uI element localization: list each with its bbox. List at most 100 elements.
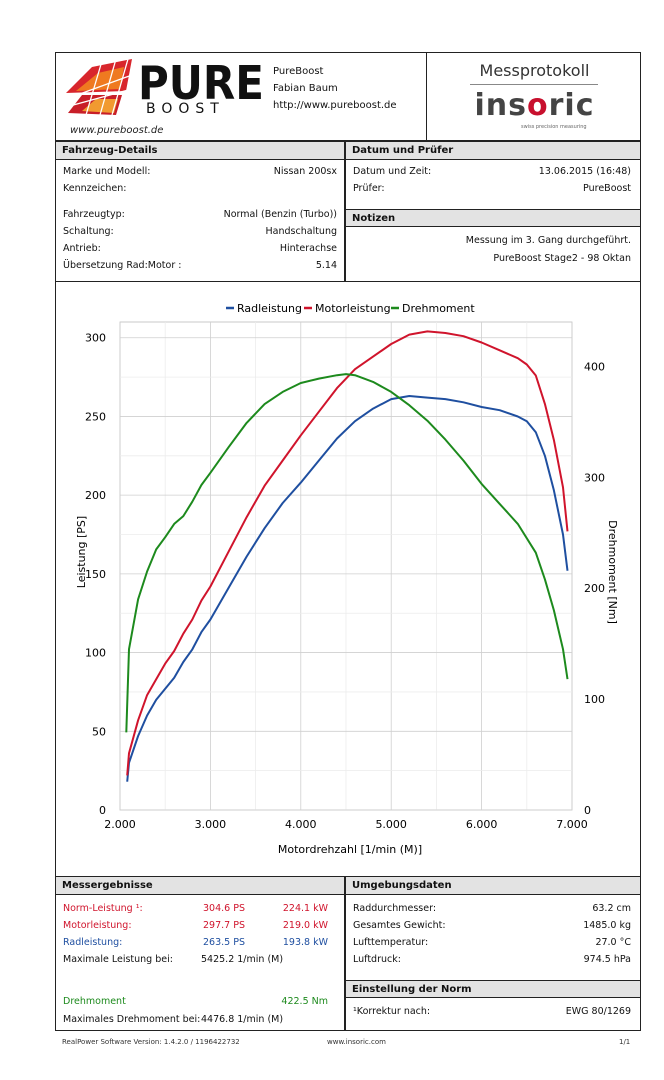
field-label: Lufttemperatur: [353, 937, 429, 948]
field-label: Luftdruck: [353, 954, 401, 965]
date-and-tester: Datum und Prüfer Datum und Zeit: 13.06.2… [345, 141, 641, 282]
y2-tick-label: 100 [584, 693, 605, 706]
environment-data: Umgebungsdaten Raddurchmesser: 63.2 cm G… [345, 876, 641, 1031]
title-rule [470, 84, 598, 85]
field-label: Prüfer: [353, 183, 385, 194]
vehicle-details: Fahrzeug-Details Marke und Modell: Nissa… [55, 141, 345, 282]
field-value: 5.14 [315, 260, 337, 271]
y2-tick-label: 200 [584, 582, 605, 595]
field-label: Gesamtes Gewicht: [353, 920, 446, 931]
footer-software-version: RealPower Software Version: 1.4.2.0 / 11… [62, 1038, 240, 1046]
y-tick-label: 0 [99, 804, 106, 817]
field-label: Fahrzeugtyp: [63, 209, 125, 220]
footer-page-number: 1/1 [619, 1038, 631, 1046]
result-label: Maximales Drehmoment bei: [63, 1014, 201, 1025]
field-label: Raddurchmesser: [353, 903, 437, 914]
field-value: Hinterachse [279, 243, 337, 254]
field-value: Nissan 200sx [273, 166, 337, 177]
x-tick-label: 3.000 [195, 818, 227, 831]
result-ps: 263.5 PS [203, 937, 245, 948]
field-value: 13.06.2015 (16:48) [538, 166, 631, 177]
series-lines [125, 330, 569, 782]
x-tick-label: 6.000 [466, 818, 498, 831]
insoric-logo: insoric [474, 88, 595, 123]
result-kw: 219.0 kW [282, 920, 328, 931]
result-label: Drehmoment [63, 996, 126, 1007]
field-value: 974.5 hPa [583, 954, 631, 965]
result-label: Radleistung: [63, 937, 123, 948]
result-label: Maximale Leistung bei: [63, 954, 173, 965]
result-label: Norm-Leistung ¹: [63, 903, 143, 914]
section-heading: Fahrzeug-Details [56, 142, 344, 160]
section-heading: Datum und Prüfer [346, 142, 640, 160]
section-heading: Umgebungsdaten [346, 877, 640, 895]
result-kw: 224.1 kW [282, 903, 328, 914]
header-box: PURE BOOST www.pureboost.de PureBoost Fa… [55, 52, 641, 141]
result-value: 5425.2 1/min (M) [201, 954, 284, 965]
result-label: Motorleistung: [63, 920, 132, 931]
y-tick-label: 250 [85, 410, 106, 423]
y-tick-label: 50 [92, 725, 106, 738]
logo-text-bottom: BOOST [146, 101, 225, 117]
logo-text-top: PURE [138, 56, 264, 110]
field-label: Marke und Modell: [63, 166, 151, 177]
field-label: ¹Korrektur nach: [353, 1006, 431, 1017]
field-value: 63.2 cm [592, 903, 631, 914]
legend-label: Radleistung [237, 302, 302, 315]
footer-url[interactable]: www.insoric.com [327, 1038, 386, 1046]
y-axis-label: Leistung [PS] [75, 516, 88, 588]
field-value: EWG 80/1269 [565, 1006, 631, 1017]
y2-tick-label: 300 [584, 471, 605, 484]
logo-flame-grid [65, 58, 133, 116]
legend: Radleistung Motorleistung Drehmoment [226, 302, 475, 315]
y-tick-label: 150 [85, 568, 106, 581]
note-line: Messung im 3. Gang durchgeführt. [465, 235, 631, 246]
field-value: 27.0 °C [595, 937, 631, 948]
axis-ticks: 2.000 3.000 4.000 5.000 6.000 7.0000501001502… [85, 332, 605, 831]
series-line-motorleistung [126, 330, 569, 776]
y-tick-label: 300 [85, 332, 106, 345]
y2-tick-label: 400 [584, 360, 605, 373]
x-tick-label: 2.000 [104, 818, 136, 831]
y-tick-label: 100 [85, 647, 106, 660]
note-line: PureBoost Stage2 - 98 Oktan [493, 253, 631, 264]
doc-title: Messprotokoll [479, 61, 590, 80]
grid [119, 321, 573, 811]
x-tick-label: 4.000 [285, 818, 317, 831]
legend-label: Motorleistung [315, 302, 391, 315]
pureboost-logo: PURE BOOST www.pureboost.de [65, 56, 264, 136]
field-value: Normal (Benzin (Turbo)) [223, 209, 337, 220]
series-line-radleistung [126, 395, 569, 782]
field-label: Datum und Zeit: [353, 166, 432, 177]
field-value: PureBoost [583, 183, 631, 194]
company-info: PureBoost Fabian Baum http://www.pureboo… [273, 63, 397, 114]
x-tick-label: 7.000 [556, 818, 588, 831]
measurement-results: Messergebnisse Norm-Leistung ¹: 304.6 PS… [55, 876, 345, 1031]
result-value: 422.5 Nm [281, 996, 328, 1007]
company-owner: Fabian Baum [273, 83, 338, 94]
section-heading: Messergebnisse [56, 877, 344, 895]
notes-heading: Notizen [346, 209, 640, 227]
field-label: Antrieb: [63, 243, 101, 254]
brand-tagline: swiss precision measuring [521, 124, 587, 130]
y-tick-label: 200 [85, 489, 106, 502]
norm-heading: Einstellung der Norm [346, 980, 640, 998]
field-value: Handschaltung [265, 226, 337, 237]
chart-box: Radleistung Motorleistung Drehmoment 2.0… [55, 281, 641, 877]
result-ps: 297.7 PS [203, 920, 245, 931]
company-name: PureBoost [273, 66, 324, 77]
x-tick-label: 5.000 [375, 818, 407, 831]
field-value: 1485.0 kg [583, 920, 631, 931]
dyno-chart: Radleistung Motorleistung Drehmoment 2.0… [75, 302, 619, 856]
header-divider [426, 53, 427, 140]
result-value: 4476.8 1/min (M) [201, 1014, 284, 1025]
y2-axis-label: Drehmoment [Nm] [606, 520, 619, 624]
series-line-drehmoment [125, 373, 569, 733]
logo-signature: www.pureboost.de [70, 125, 163, 136]
field-label: Schaltung: [63, 226, 114, 237]
x-axis-label: Motordrehzahl [1/min (M)] [278, 843, 422, 856]
field-label: Übersetzung Rad:Motor : [63, 260, 182, 271]
y2-tick-label: 0 [584, 804, 591, 817]
company-url[interactable]: http://www.pureboost.de [273, 100, 397, 111]
legend-label: Drehmoment [402, 302, 475, 315]
